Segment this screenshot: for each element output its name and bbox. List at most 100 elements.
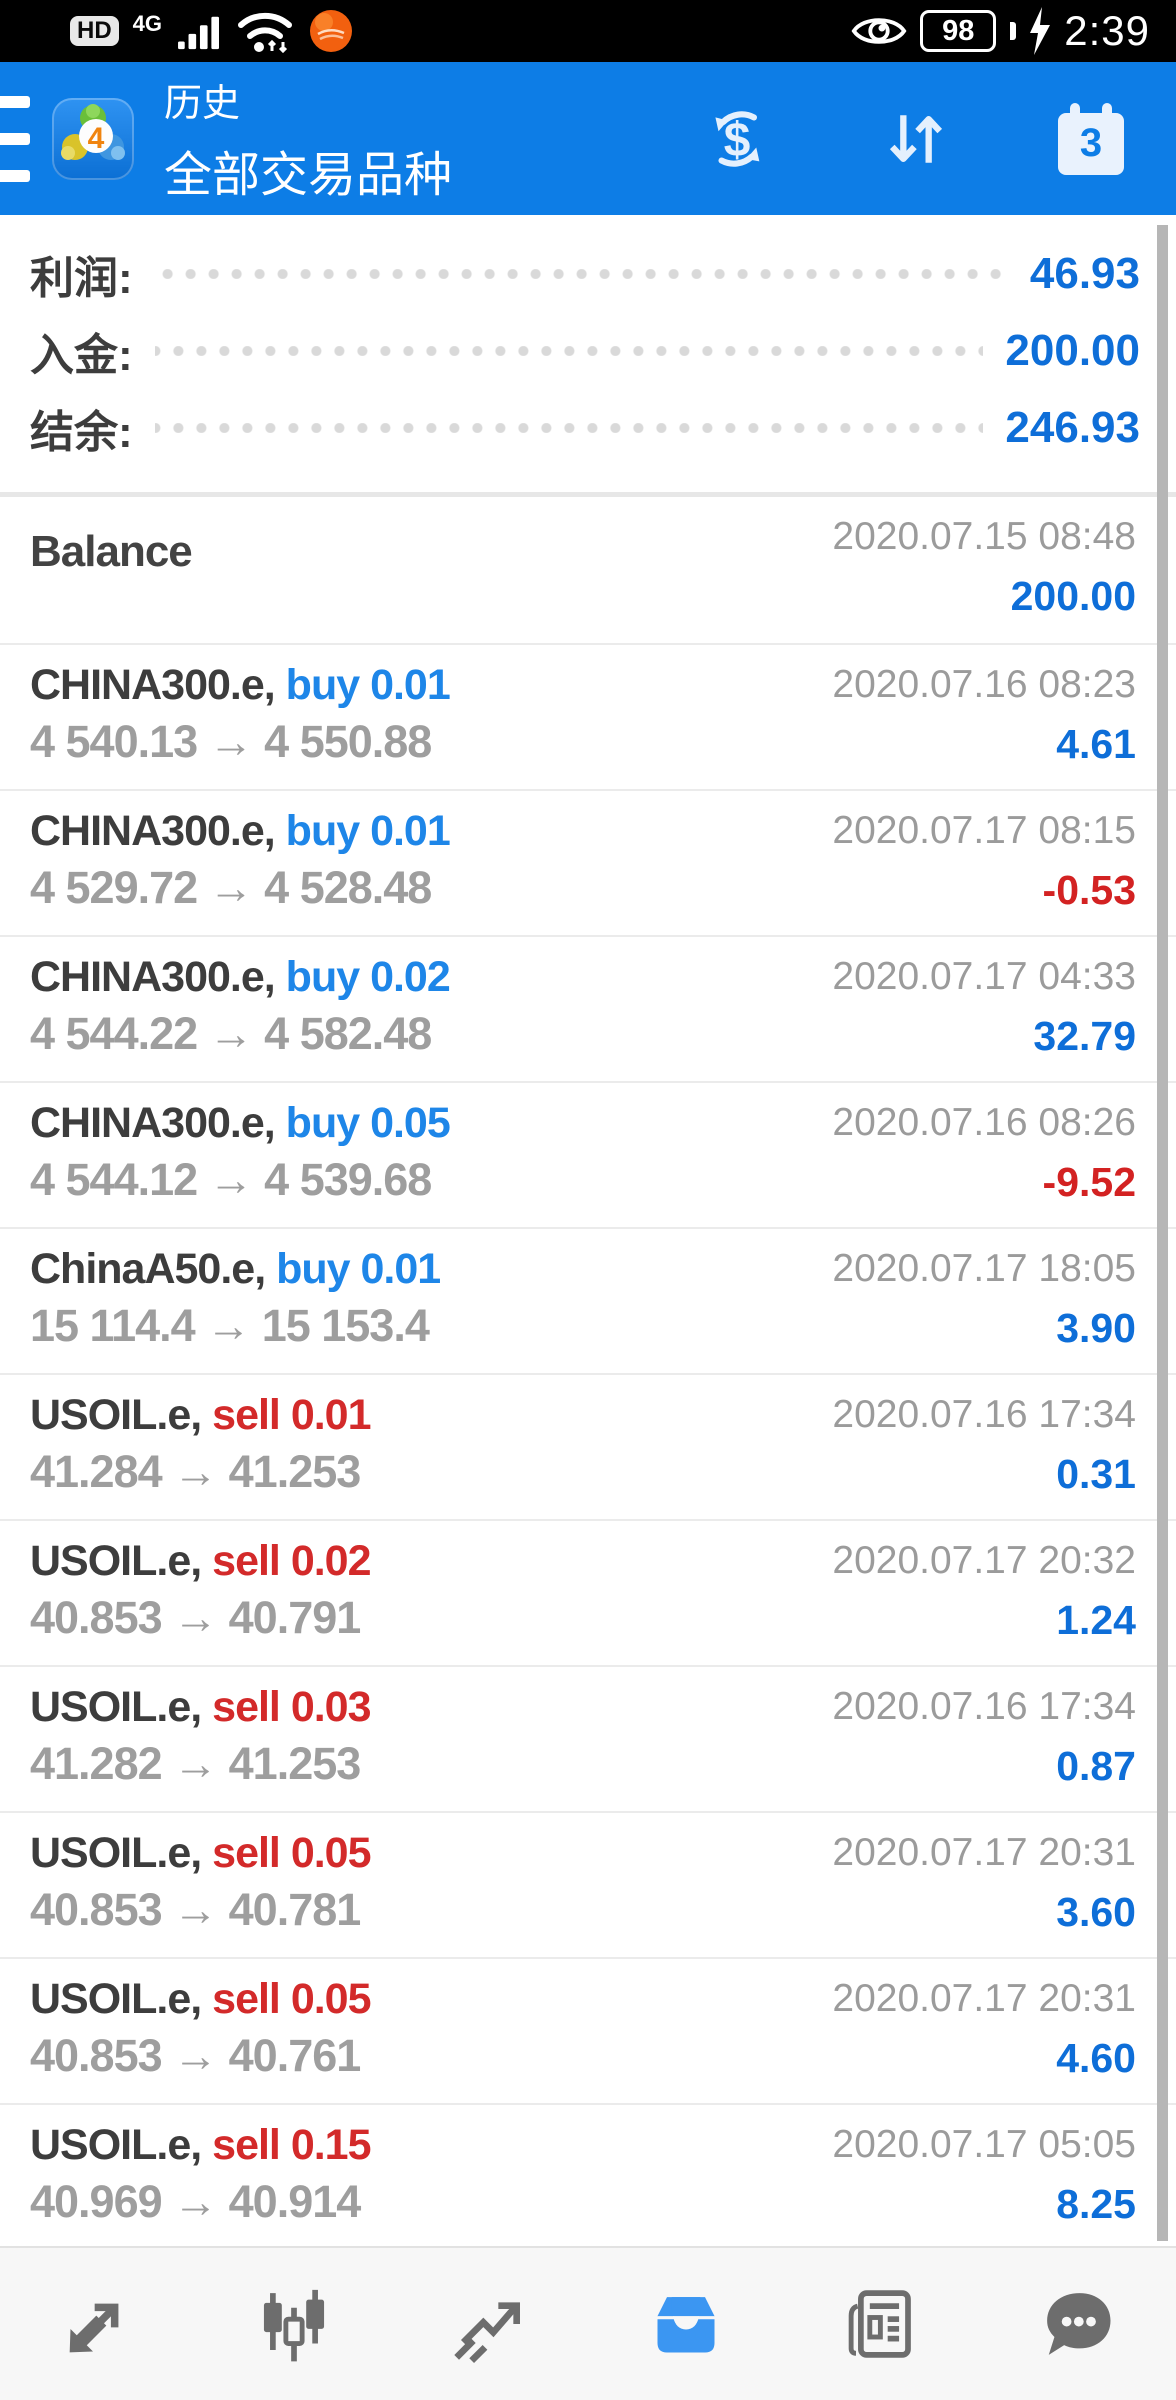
trade-action: buy 0.01 bbox=[276, 1245, 441, 1293]
trade-prices: 41.284 → 41.253 bbox=[30, 1446, 361, 1497]
trade-list: Balance 2020.07.15 08:48 200.00 CHINA300… bbox=[0, 497, 1176, 2249]
trade-symbol: USOIL.e, bbox=[30, 1975, 213, 2023]
trade-row[interactable]: CHINA300.e, buy 0.05 4 544.12 → 4 539.68… bbox=[0, 1081, 1176, 1227]
trade-profit: 1.24 bbox=[1056, 1597, 1136, 1643]
dotted-leader bbox=[154, 251, 1008, 296]
dotted-leader bbox=[154, 328, 984, 373]
trade-date: 2020.07.17 20:31 bbox=[832, 1977, 1136, 2020]
line-chart-icon bbox=[450, 2284, 530, 2364]
trade-profit: 0.31 bbox=[1056, 1451, 1136, 1497]
trade-row[interactable]: USOIL.e, sell 0.01 41.284 → 41.253 2020.… bbox=[0, 1373, 1176, 1519]
trade-date: 2020.07.16 08:23 bbox=[832, 663, 1136, 706]
trade-row[interactable]: USOIL.e, sell 0.05 40.853 → 40.781 2020.… bbox=[0, 1811, 1176, 1957]
quotes-arrows-icon bbox=[58, 2284, 138, 2364]
trade-prices: 40.853 → 40.781 bbox=[30, 1884, 361, 1935]
trade-row[interactable]: USOIL.e, sell 0.05 40.853 → 40.761 2020.… bbox=[0, 1957, 1176, 2103]
trade-profit: -9.52 bbox=[1042, 1159, 1136, 1205]
trade-action: sell 0.15 bbox=[212, 2121, 371, 2169]
trade-symbol: USOIL.e, bbox=[30, 1829, 213, 1877]
battery-level: 98 bbox=[942, 14, 975, 47]
trade-prices: 4 529.72 → 4 528.48 bbox=[30, 862, 432, 913]
trade-date: 2020.07.17 18:05 bbox=[832, 1247, 1136, 1290]
nav-quotes[interactable] bbox=[0, 2284, 196, 2364]
trade-profit: 4.61 bbox=[1056, 721, 1136, 767]
eye-icon bbox=[850, 11, 908, 51]
balance-row-date: 2020.07.15 08:48 bbox=[832, 515, 1136, 558]
trade-prices: 40.853 → 40.791 bbox=[30, 1592, 361, 1643]
calendar-knob bbox=[1070, 102, 1080, 121]
trade-profit: -0.53 bbox=[1042, 867, 1136, 913]
trade-profit: 0.87 bbox=[1056, 1743, 1136, 1789]
nav-chat[interactable] bbox=[980, 2285, 1176, 2363]
deals-dollar-icon[interactable]: $ bbox=[700, 100, 774, 178]
lightning-icon bbox=[1028, 7, 1052, 55]
balance-value: 246.93 bbox=[1005, 402, 1140, 452]
deposit-label: 入金: bbox=[30, 330, 133, 380]
account-summary: 利润: 46.93 入金: 200.00 结余: 246.93 bbox=[0, 215, 1176, 492]
signal-bars-icon bbox=[176, 11, 222, 51]
menu-hamburger-icon[interactable] bbox=[0, 95, 30, 182]
trade-action: sell 0.03 bbox=[212, 1683, 371, 1731]
mt4-logo: 4 bbox=[52, 97, 134, 180]
trade-profit: 4.60 bbox=[1056, 2035, 1136, 2081]
trade-date: 2020.07.16 17:34 bbox=[832, 1685, 1136, 1728]
trade-profit: 3.90 bbox=[1056, 1305, 1136, 1351]
trade-symbol: ChinaA50.e, bbox=[30, 1245, 277, 1293]
nav-history[interactable] bbox=[588, 2286, 784, 2362]
battery-icon: 98 bbox=[920, 10, 997, 52]
balance-row-value: 200.00 bbox=[1010, 573, 1136, 619]
trade-row[interactable]: ChinaA50.e, buy 0.01 15 114.4 → 15 153.4… bbox=[0, 1227, 1176, 1373]
trade-profit: 32.79 bbox=[1033, 1013, 1136, 1059]
app-bar: 4 历史 全部交易品种 $ bbox=[0, 62, 1176, 215]
trade-prices: 4 540.13 → 4 550.88 bbox=[30, 716, 432, 767]
trade-action: buy 0.05 bbox=[285, 1099, 451, 1147]
dotted-leader bbox=[154, 405, 984, 450]
balance-row[interactable]: Balance 2020.07.15 08:48 200.00 bbox=[0, 497, 1176, 643]
status-right: 98 2:39 bbox=[850, 7, 1150, 55]
nav-news[interactable] bbox=[784, 2284, 980, 2364]
trade-action: buy 0.01 bbox=[285, 807, 451, 855]
summary-row-balance: 结余: 246.93 bbox=[30, 389, 1140, 466]
candlestick-chart-icon bbox=[255, 2282, 333, 2366]
trade-prices: 40.969 → 40.914 bbox=[30, 2176, 361, 2227]
status-bar: HD 4G bbox=[0, 0, 1176, 62]
calendar-icon[interactable]: 3 bbox=[1058, 102, 1124, 175]
trade-symbol: USOIL.e, bbox=[30, 1683, 213, 1731]
trade-profit: 8.25 bbox=[1056, 2181, 1136, 2227]
trade-row[interactable]: CHINA300.e, buy 0.01 4 529.72 → 4 528.48… bbox=[0, 789, 1176, 935]
trade-profit: 3.60 bbox=[1056, 1889, 1136, 1935]
trade-prices: 15 114.4 → 15 153.4 bbox=[30, 1300, 430, 1351]
svg-text:4: 4 bbox=[88, 122, 105, 155]
trade-row[interactable]: USOIL.e, sell 0.15 40.969 → 40.914 2020.… bbox=[0, 2103, 1176, 2249]
header-titles: 历史 全部交易品种 bbox=[164, 72, 452, 205]
trade-date: 2020.07.17 08:15 bbox=[832, 809, 1136, 852]
sort-arrows-icon[interactable] bbox=[878, 100, 954, 178]
trade-action: buy 0.02 bbox=[285, 953, 451, 1001]
calendar-badge: 3 bbox=[1079, 121, 1103, 165]
trade-prices: 4 544.22 → 4 582.48 bbox=[30, 1008, 432, 1059]
summary-row-profit: 利润: 46.93 bbox=[30, 235, 1140, 312]
nav-charts-candles[interactable] bbox=[196, 2282, 392, 2366]
trade-row[interactable]: CHINA300.e, buy 0.01 4 540.13 → 4 550.88… bbox=[0, 643, 1176, 789]
summary-row-deposit: 入金: 200.00 bbox=[30, 312, 1140, 389]
trade-date: 2020.07.17 20:31 bbox=[832, 1831, 1136, 1874]
symbol-filter-subtitle[interactable]: 全部交易品种 bbox=[164, 149, 453, 202]
trade-date: 2020.07.17 04:33 bbox=[832, 955, 1136, 998]
scrollbar-thumb[interactable] bbox=[1157, 225, 1168, 2241]
trade-action: buy 0.01 bbox=[285, 661, 451, 709]
trade-row[interactable]: USOIL.e, sell 0.03 41.282 → 41.253 2020.… bbox=[0, 1665, 1176, 1811]
trade-date: 2020.07.17 05:05 bbox=[832, 2123, 1136, 2166]
trade-row[interactable]: USOIL.e, sell 0.02 40.853 → 40.791 2020.… bbox=[0, 1519, 1176, 1665]
trade-action: sell 0.02 bbox=[212, 1537, 371, 1585]
trade-symbol: USOIL.e, bbox=[30, 1537, 213, 1585]
trade-symbol: CHINA300.e, bbox=[30, 953, 286, 1001]
balance-label: 结余: bbox=[30, 407, 133, 457]
trade-row[interactable]: CHINA300.e, buy 0.02 4 544.22 → 4 582.48… bbox=[0, 935, 1176, 1081]
status-left: HD 4G bbox=[70, 8, 354, 54]
trade-date: 2020.07.16 17:34 bbox=[832, 1393, 1136, 1436]
trade-action: sell 0.01 bbox=[212, 1391, 371, 1439]
page-title: 历史 bbox=[164, 83, 241, 125]
deposit-value: 200.00 bbox=[1005, 325, 1140, 375]
nav-chart-line[interactable] bbox=[392, 2284, 588, 2364]
